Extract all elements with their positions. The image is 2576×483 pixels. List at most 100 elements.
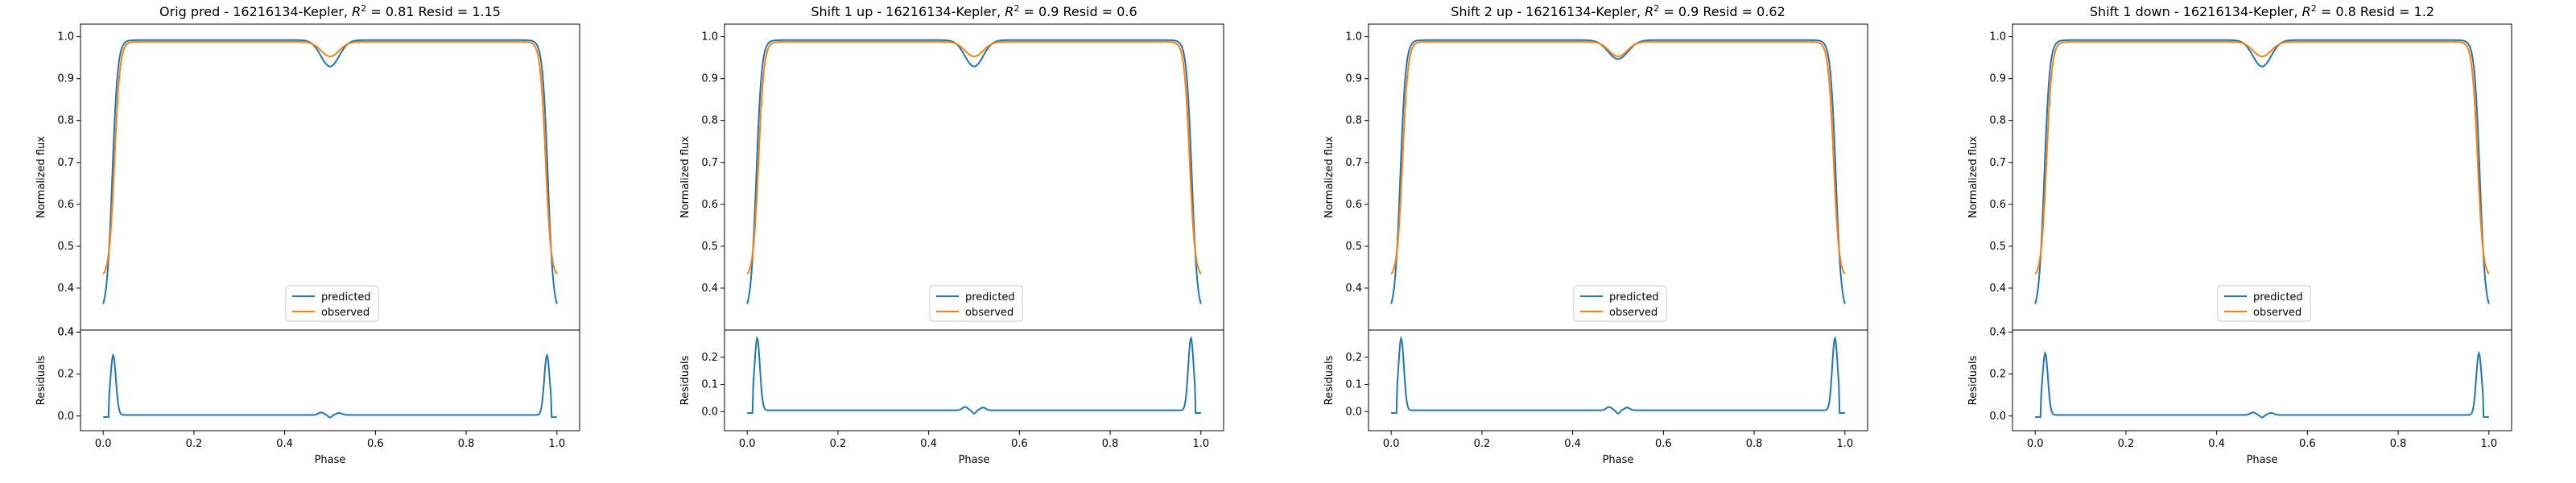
x-tick-label: 0.8 bbox=[458, 438, 475, 450]
series-residuals bbox=[103, 353, 557, 419]
y-tick-label: 0.6 bbox=[57, 199, 74, 211]
y-tick-label: 0.9 bbox=[701, 73, 718, 85]
x-tick-label: 0.6 bbox=[1655, 438, 1672, 450]
x-tick-label: 0.4 bbox=[2208, 438, 2225, 450]
y-tick-label: 0.6 bbox=[701, 199, 718, 211]
y-tick-label: 0.8 bbox=[57, 115, 74, 127]
x-tick-label: 0.0 bbox=[2027, 438, 2044, 450]
x-tick-label: 0.8 bbox=[1746, 438, 1763, 450]
y-tick-label: 0.4 bbox=[57, 283, 74, 295]
x-tick-label: 0.2 bbox=[186, 438, 203, 450]
residual-y-tick-label: 0.1 bbox=[701, 379, 718, 391]
series-predicted bbox=[1390, 39, 1846, 304]
y-tick-label: 1.0 bbox=[57, 31, 74, 43]
x-tick-label: 0.8 bbox=[2390, 438, 2407, 450]
legend-observed-label: observed bbox=[1609, 307, 1657, 319]
panel-title: Shift 1 up - 16216134-Kepler, R2 = 0.9 R… bbox=[811, 3, 1137, 19]
y-tick-label: 0.9 bbox=[57, 73, 74, 85]
y-tick-label: 0.5 bbox=[57, 241, 74, 253]
legend-observed-label: observed bbox=[965, 307, 1013, 319]
residual-y-tick-label: 0.4 bbox=[57, 327, 74, 339]
x-axis-label: Phase bbox=[2247, 454, 2278, 466]
x-tick-label: 1.0 bbox=[548, 438, 565, 450]
x-tick-label: 1.0 bbox=[1192, 438, 1209, 450]
residual-y-tick-label: 0.0 bbox=[1989, 411, 2006, 423]
series-predicted bbox=[746, 39, 1202, 304]
panel-title: Shift 2 up - 16216134-Kepler, R2 = 0.9 R… bbox=[1451, 3, 1785, 19]
y-tick-label: 0.8 bbox=[1345, 115, 1362, 127]
legend-predicted-label: predicted bbox=[965, 291, 1015, 303]
residual-y-axis-label: Residuals bbox=[679, 355, 691, 405]
y-axis-label: Normalized flux bbox=[1323, 136, 1335, 218]
residual-y-tick-label: 0.2 bbox=[1989, 369, 2006, 381]
residual-y-tick-label: 0.0 bbox=[701, 406, 718, 418]
y-tick-label: 1.0 bbox=[1989, 31, 2006, 43]
x-tick-label: 0.4 bbox=[1564, 438, 1581, 450]
residual-y-axis-label: Residuals bbox=[1967, 355, 1979, 405]
series-observed bbox=[746, 40, 1202, 275]
y-axis-label: Normalized flux bbox=[1967, 136, 1979, 218]
series-predicted bbox=[102, 39, 558, 304]
x-axis-label: Phase bbox=[959, 454, 990, 466]
y-tick-label: 1.0 bbox=[1345, 31, 1362, 43]
series-observed bbox=[2034, 40, 2490, 275]
y-tick-label: 0.7 bbox=[1989, 157, 2006, 169]
y-axis-label: Normalized flux bbox=[679, 136, 691, 218]
residual-y-tick-label: 0.4 bbox=[1989, 327, 2006, 339]
y-tick-label: 0.5 bbox=[1345, 241, 1362, 253]
x-tick-label: 0.4 bbox=[276, 438, 293, 450]
panel-2: Shift 1 up - 16216134-Kepler, R2 = 0.9 R… bbox=[679, 3, 1224, 466]
series-predicted bbox=[2034, 39, 2490, 304]
residual-y-axis-label: Residuals bbox=[35, 355, 47, 405]
residual-axes-frame bbox=[80, 329, 580, 431]
y-tick-label: 0.9 bbox=[1989, 73, 2006, 85]
series-residuals bbox=[1391, 336, 1845, 415]
y-tick-label: 0.7 bbox=[1345, 157, 1362, 169]
legend-observed-label: observed bbox=[321, 307, 369, 319]
legend-predicted-label: predicted bbox=[1609, 291, 1659, 303]
residual-y-tick-label: 0.0 bbox=[57, 411, 74, 423]
panel-title: Shift 1 down - 16216134-Kepler, R2 = 0.8… bbox=[2090, 3, 2434, 19]
x-tick-label: 0.8 bbox=[1102, 438, 1119, 450]
x-tick-label: 0.6 bbox=[2299, 438, 2316, 450]
x-tick-label: 0.0 bbox=[739, 438, 756, 450]
residual-axes-frame bbox=[2012, 329, 2512, 431]
legend-predicted-label: predicted bbox=[2253, 291, 2303, 303]
y-tick-label: 0.8 bbox=[701, 115, 718, 127]
x-tick-label: 1.0 bbox=[1836, 438, 1853, 450]
y-tick-label: 0.6 bbox=[1345, 199, 1362, 211]
legend-predicted-label: predicted bbox=[321, 291, 371, 303]
residual-y-axis-label: Residuals bbox=[1323, 355, 1335, 405]
y-axis-label: Normalized flux bbox=[35, 136, 47, 218]
x-axis-label: Phase bbox=[1603, 454, 1634, 466]
series-observed bbox=[1390, 40, 1846, 275]
residual-y-tick-label: 0.2 bbox=[57, 369, 74, 381]
y-tick-label: 0.6 bbox=[1989, 199, 2006, 211]
series-observed bbox=[102, 40, 558, 275]
y-tick-label: 0.5 bbox=[701, 241, 718, 253]
residual-axes-frame bbox=[724, 329, 1224, 431]
series-residuals bbox=[747, 336, 1201, 415]
panel-title: Orig pred - 16216134-Kepler, R2 = 0.81 R… bbox=[159, 3, 501, 19]
legend-observed-label: observed bbox=[2253, 307, 2301, 319]
x-tick-label: 0.4 bbox=[920, 438, 937, 450]
x-tick-label: 1.0 bbox=[2480, 438, 2497, 450]
panel-3: Shift 2 up - 16216134-Kepler, R2 = 0.9 R… bbox=[1323, 3, 1868, 466]
residual-y-tick-label: 0.0 bbox=[1345, 406, 1362, 418]
residual-y-tick-label: 0.4 bbox=[57, 327, 74, 339]
y-tick-label: 0.4 bbox=[1989, 283, 2006, 295]
y-tick-label: 0.4 bbox=[701, 283, 718, 295]
y-tick-label: 0.5 bbox=[1989, 241, 2006, 253]
residual-y-tick-label: 0.2 bbox=[1345, 352, 1362, 364]
y-tick-label: 0.8 bbox=[1989, 115, 2006, 127]
panel-1: Orig pred - 16216134-Kepler, R2 = 0.81 R… bbox=[35, 3, 580, 466]
x-tick-label: 0.2 bbox=[830, 438, 847, 450]
x-tick-label: 0.6 bbox=[367, 438, 384, 450]
residual-y-tick-label: 0.1 bbox=[1345, 379, 1362, 391]
y-tick-label: 0.9 bbox=[1345, 73, 1362, 85]
series-residuals bbox=[2035, 350, 2489, 419]
x-tick-label: 0.6 bbox=[1011, 438, 1028, 450]
x-tick-label: 0.2 bbox=[2118, 438, 2135, 450]
